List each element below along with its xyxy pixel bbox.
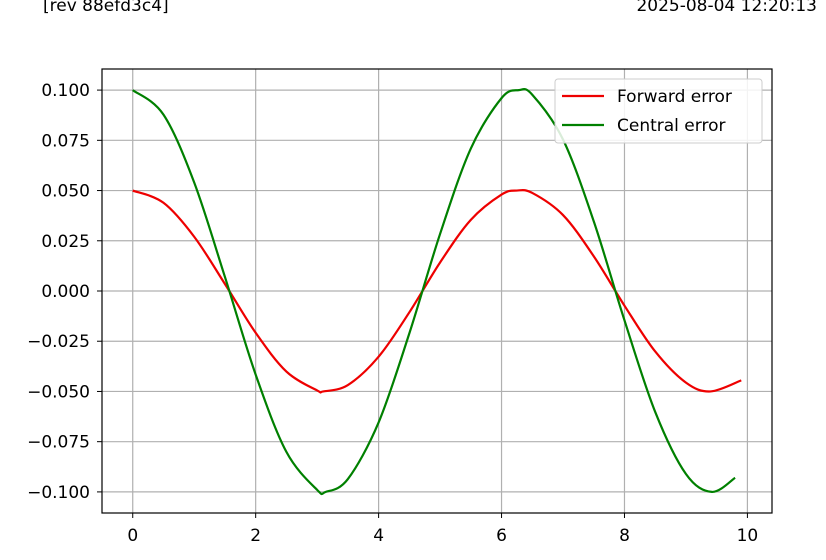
y-tick-label: 0.075 xyxy=(41,131,90,151)
y-tick-label: −0.025 xyxy=(27,332,90,352)
revision-label: [rev 88efd3c4] xyxy=(43,0,169,16)
x-tick-label: 8 xyxy=(619,526,630,546)
x-tick-label: 0 xyxy=(127,526,138,546)
legend-label: Forward error xyxy=(617,87,732,107)
y-tick-label: 0.025 xyxy=(41,232,90,252)
y-tick-label: 0.100 xyxy=(41,81,90,101)
x-tick-label: 6 xyxy=(496,526,507,546)
x-tick-label: 10 xyxy=(737,526,759,546)
series-line-forward-error xyxy=(132,189,742,394)
y-tick-label: 0.000 xyxy=(41,282,90,302)
x-tick-label: 4 xyxy=(373,526,384,546)
axis-ticks: 0 2 4 6 8 10 0.100 0.075 0.050 0.025 0.000 −0.025 −0… xyxy=(27,81,758,546)
legend: Forward error Central error xyxy=(554,78,763,144)
y-tick-label: 0.050 xyxy=(41,182,90,202)
legend-box xyxy=(554,78,763,144)
x-tick-label: 2 xyxy=(250,526,261,546)
legend-label: Central error xyxy=(617,116,725,136)
timestamp-label: 2025-08-04 12:20:13 xyxy=(636,0,817,16)
y-tick-label: −0.050 xyxy=(27,382,90,402)
series-lines xyxy=(132,88,742,496)
y-tick-label: −0.100 xyxy=(27,483,90,503)
y-tick-label: −0.075 xyxy=(27,433,90,453)
series-line-central-error xyxy=(132,88,736,496)
